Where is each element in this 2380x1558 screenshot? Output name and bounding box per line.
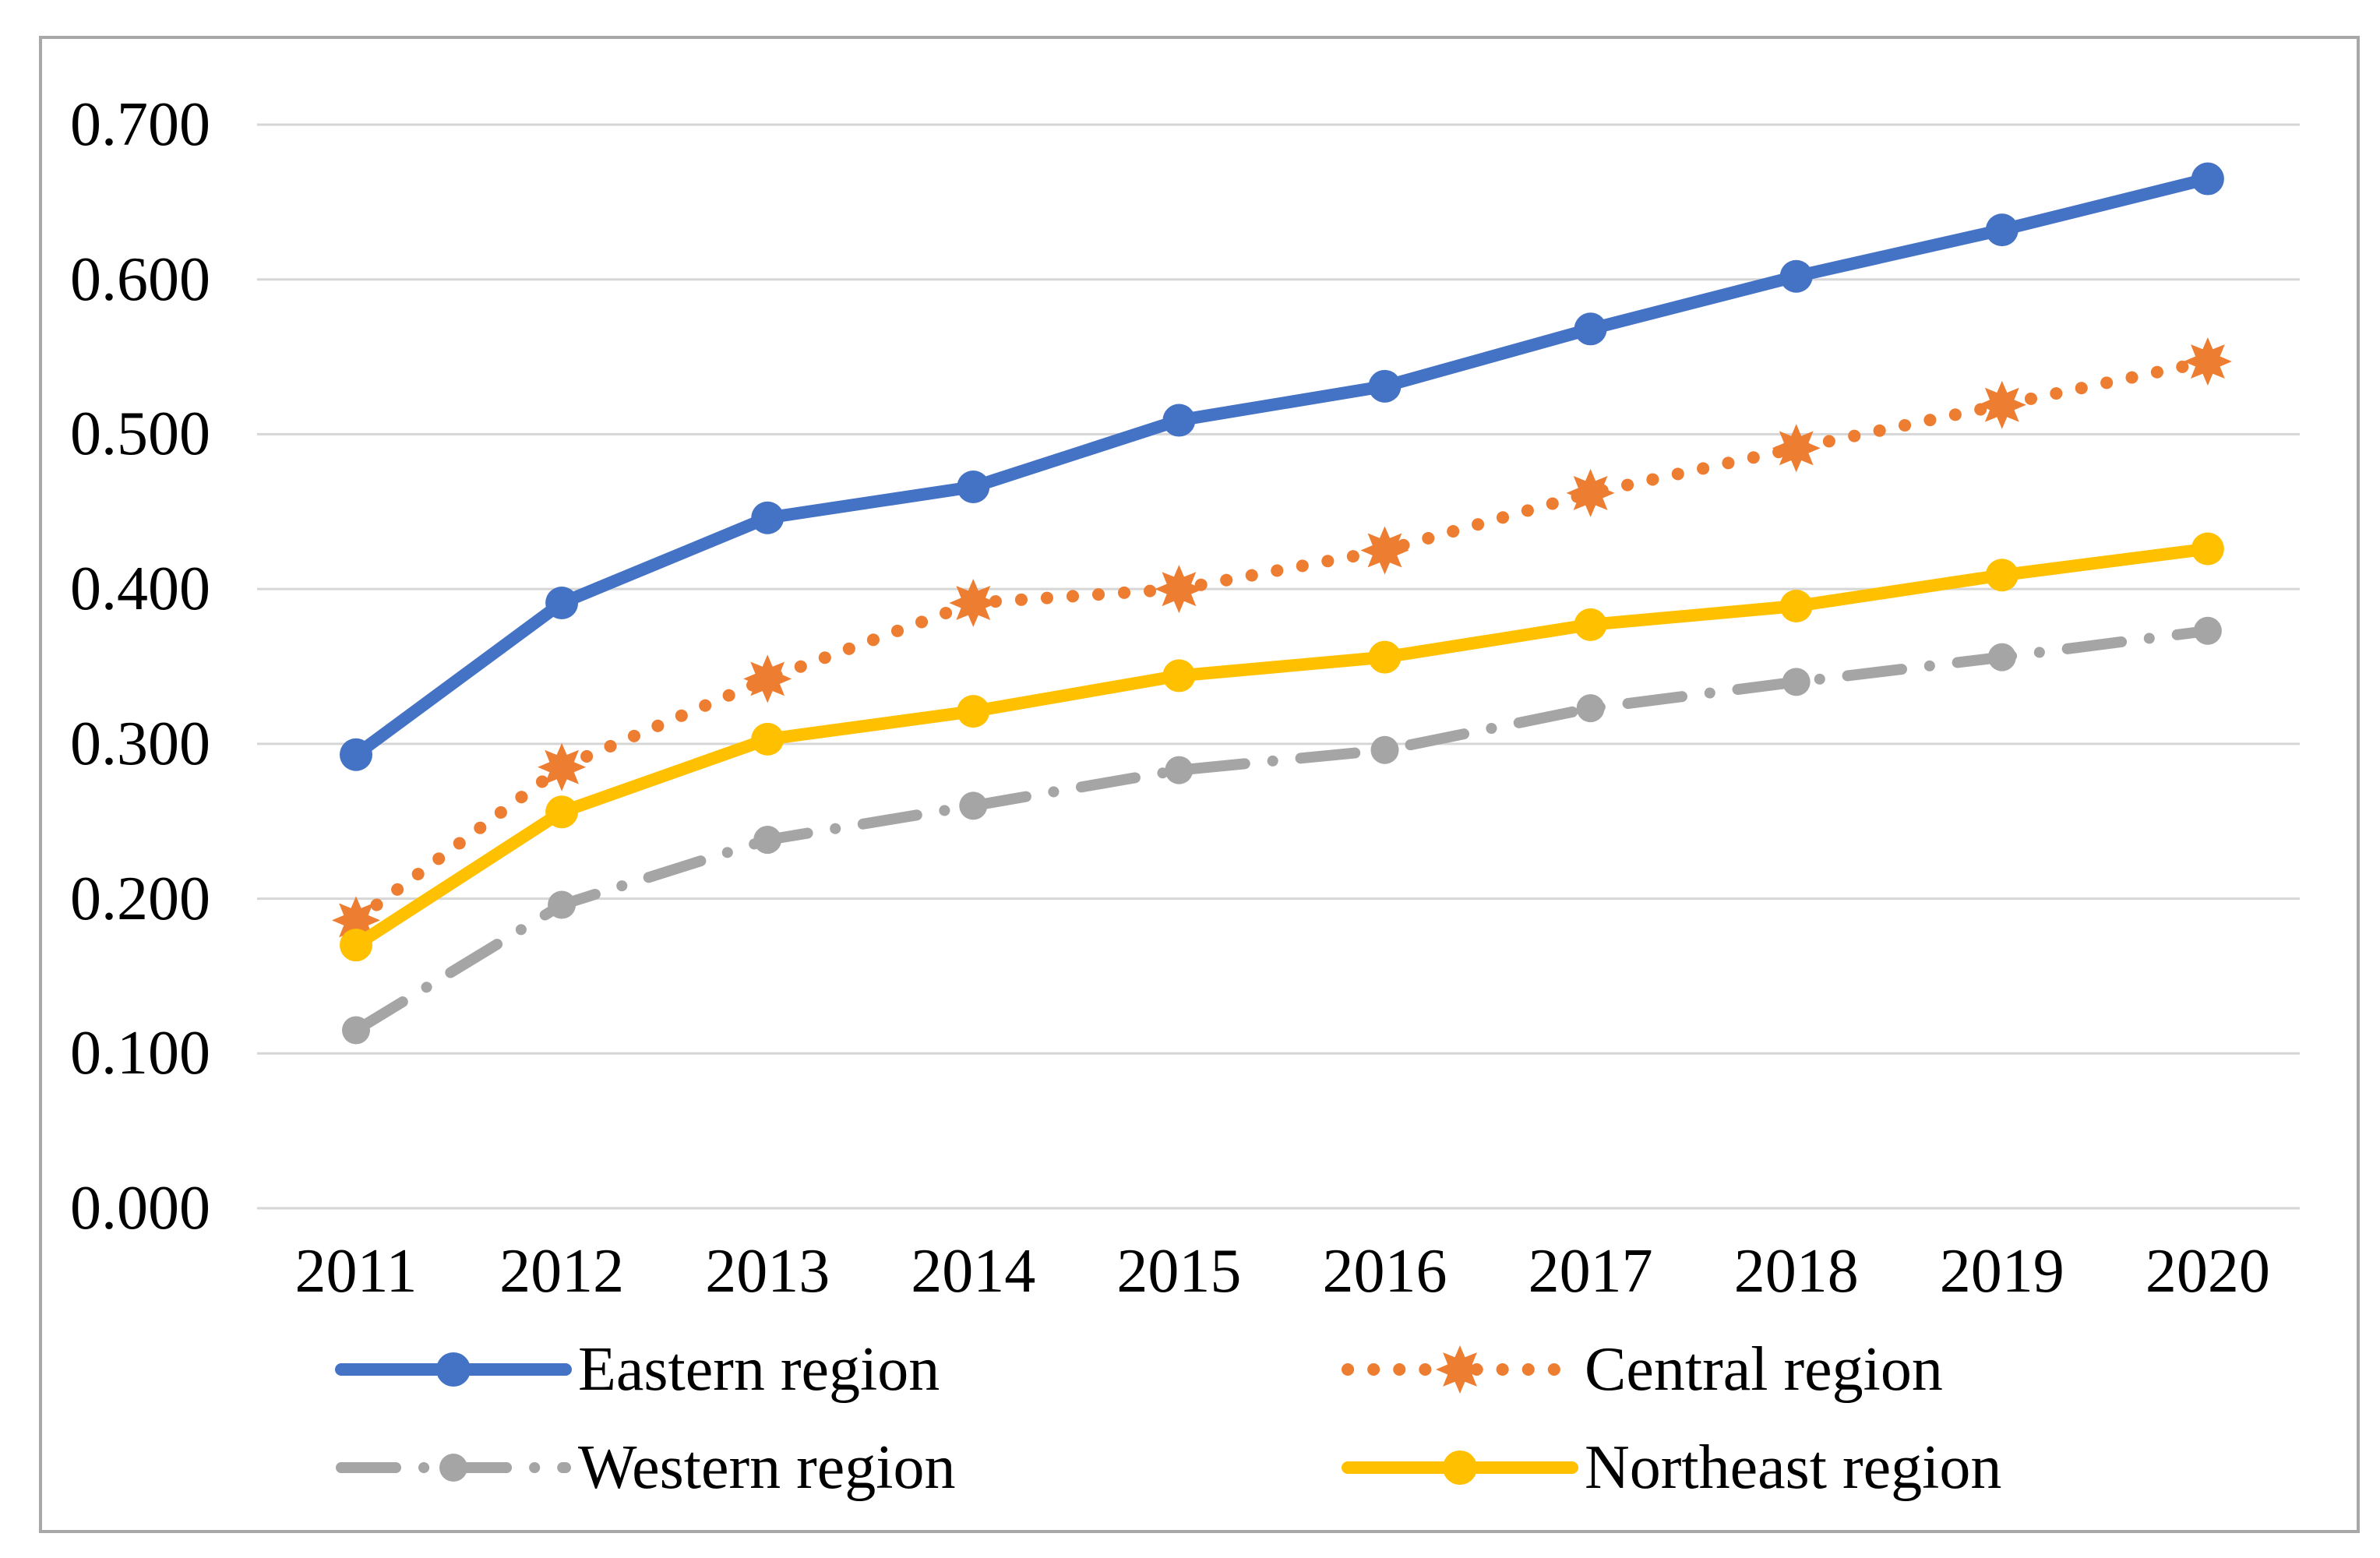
x-tick-label: 2013: [705, 1237, 830, 1306]
legend-swatch-central-region: [1342, 1345, 1578, 1394]
legend-item-northeast-region: Northeast region: [1342, 1424, 2220, 1511]
legend-marker-eastern-region: [436, 1352, 471, 1387]
legend-item-eastern-region: Eastern region: [335, 1326, 1342, 1413]
legend-label-northeast-region: Northeast region: [1585, 1433, 2002, 1502]
data-point-central-region: [949, 579, 998, 627]
series-northeast-region: [340, 532, 2224, 962]
data-point-western-region: [1165, 756, 1194, 784]
series-central-region-line: [350, 355, 2214, 927]
data-point-western-region: [1987, 643, 2016, 671]
y-tick-label: 0.700: [70, 90, 210, 159]
data-point-western-region: [959, 791, 988, 820]
x-tick-label: 2016: [1322, 1237, 1447, 1306]
data-point-central-region: [1155, 565, 1204, 614]
data-point-northeast-region: [1985, 559, 2019, 592]
data-point-central-region: [538, 742, 587, 791]
data-point-northeast-region: [1574, 608, 1607, 641]
series-eastern-region-line: [350, 172, 2214, 761]
x-tick-label: 2017: [1528, 1237, 1653, 1306]
y-tick-label: 0.300: [70, 709, 210, 778]
data-point-northeast-region: [2191, 532, 2224, 566]
series-central-region: [332, 337, 2232, 945]
data-point-central-region: [1977, 380, 2026, 429]
y-tick-label: 0.600: [70, 245, 210, 314]
x-tick-label: 2020: [2145, 1237, 2270, 1306]
data-point-northeast-region: [340, 929, 372, 962]
data-point-eastern-region: [1985, 213, 2019, 247]
data-point-eastern-region: [957, 470, 990, 503]
y-tick-label: 0.100: [70, 1019, 210, 1088]
data-point-eastern-region: [2191, 162, 2224, 196]
legend-label-western-region: Western region: [578, 1433, 956, 1502]
data-point-northeast-region: [1162, 659, 1196, 693]
legend-item-western-region: Western region: [335, 1424, 1342, 1511]
legend-label-central-region: Central region: [1585, 1335, 1943, 1404]
y-tick-label: 0.200: [70, 864, 210, 933]
series-western-region: [342, 616, 2222, 1045]
data-point-western-region: [1576, 694, 1605, 723]
legend-swatch-western-region: [336, 1454, 571, 1482]
legend-marker-western-region: [439, 1454, 467, 1482]
data-point-eastern-region: [1779, 259, 1813, 293]
data-point-western-region: [548, 890, 576, 919]
data-point-eastern-region: [1162, 404, 1196, 437]
data-point-western-region: [753, 826, 782, 855]
legend-swatch-eastern-region: [335, 1352, 572, 1387]
series-northeast-region-line: [350, 542, 2214, 952]
data-point-northeast-region: [751, 722, 785, 756]
y-tick-label: 0.500: [70, 400, 210, 469]
x-tick-label: 2014: [911, 1237, 1036, 1306]
x-tick-label: 2012: [499, 1237, 625, 1306]
data-point-northeast-region: [1779, 590, 1813, 623]
figure-border-frame: [39, 36, 2360, 1533]
data-point-eastern-region: [751, 501, 785, 534]
y-tick-label: 0.400: [70, 555, 210, 624]
series-eastern-region: [340, 162, 2224, 771]
x-tick-label: 2019: [1939, 1237, 2064, 1306]
data-point-central-region: [1772, 424, 1821, 473]
data-point-central-region: [1566, 468, 1615, 517]
data-point-central-region: [2183, 337, 2232, 386]
x-tick-label: 2018: [1733, 1237, 1859, 1306]
data-point-western-region: [342, 1016, 370, 1045]
legend-marker-central-region: [1436, 1345, 1484, 1394]
legend-label-eastern-region: Eastern region: [578, 1335, 940, 1404]
data-point-western-region: [2193, 616, 2222, 645]
legend-marker-northeast-region: [1443, 1450, 1477, 1485]
data-point-western-region: [1370, 735, 1399, 764]
data-point-central-region: [743, 654, 792, 703]
data-point-eastern-region: [340, 738, 372, 771]
data-point-northeast-region: [545, 795, 579, 829]
legend-item-central-region: Central region: [1342, 1326, 2220, 1413]
data-point-eastern-region: [545, 587, 579, 620]
data-point-northeast-region: [957, 695, 990, 728]
x-tick-label: 2011: [294, 1237, 418, 1306]
data-point-central-region: [1360, 526, 1409, 575]
chart-legend: Eastern region Central region Western regi…: [335, 1326, 2220, 1511]
data-point-western-region: [1782, 668, 1811, 696]
data-point-eastern-region: [1574, 312, 1607, 346]
x-tick-label: 2015: [1116, 1237, 1242, 1306]
data-point-eastern-region: [1368, 369, 1402, 403]
series-western-region-line: [351, 625, 2213, 1036]
legend-swatch-northeast-region: [1342, 1450, 1578, 1485]
data-point-northeast-region: [1368, 640, 1402, 674]
y-tick-label: 0.000: [70, 1174, 210, 1243]
